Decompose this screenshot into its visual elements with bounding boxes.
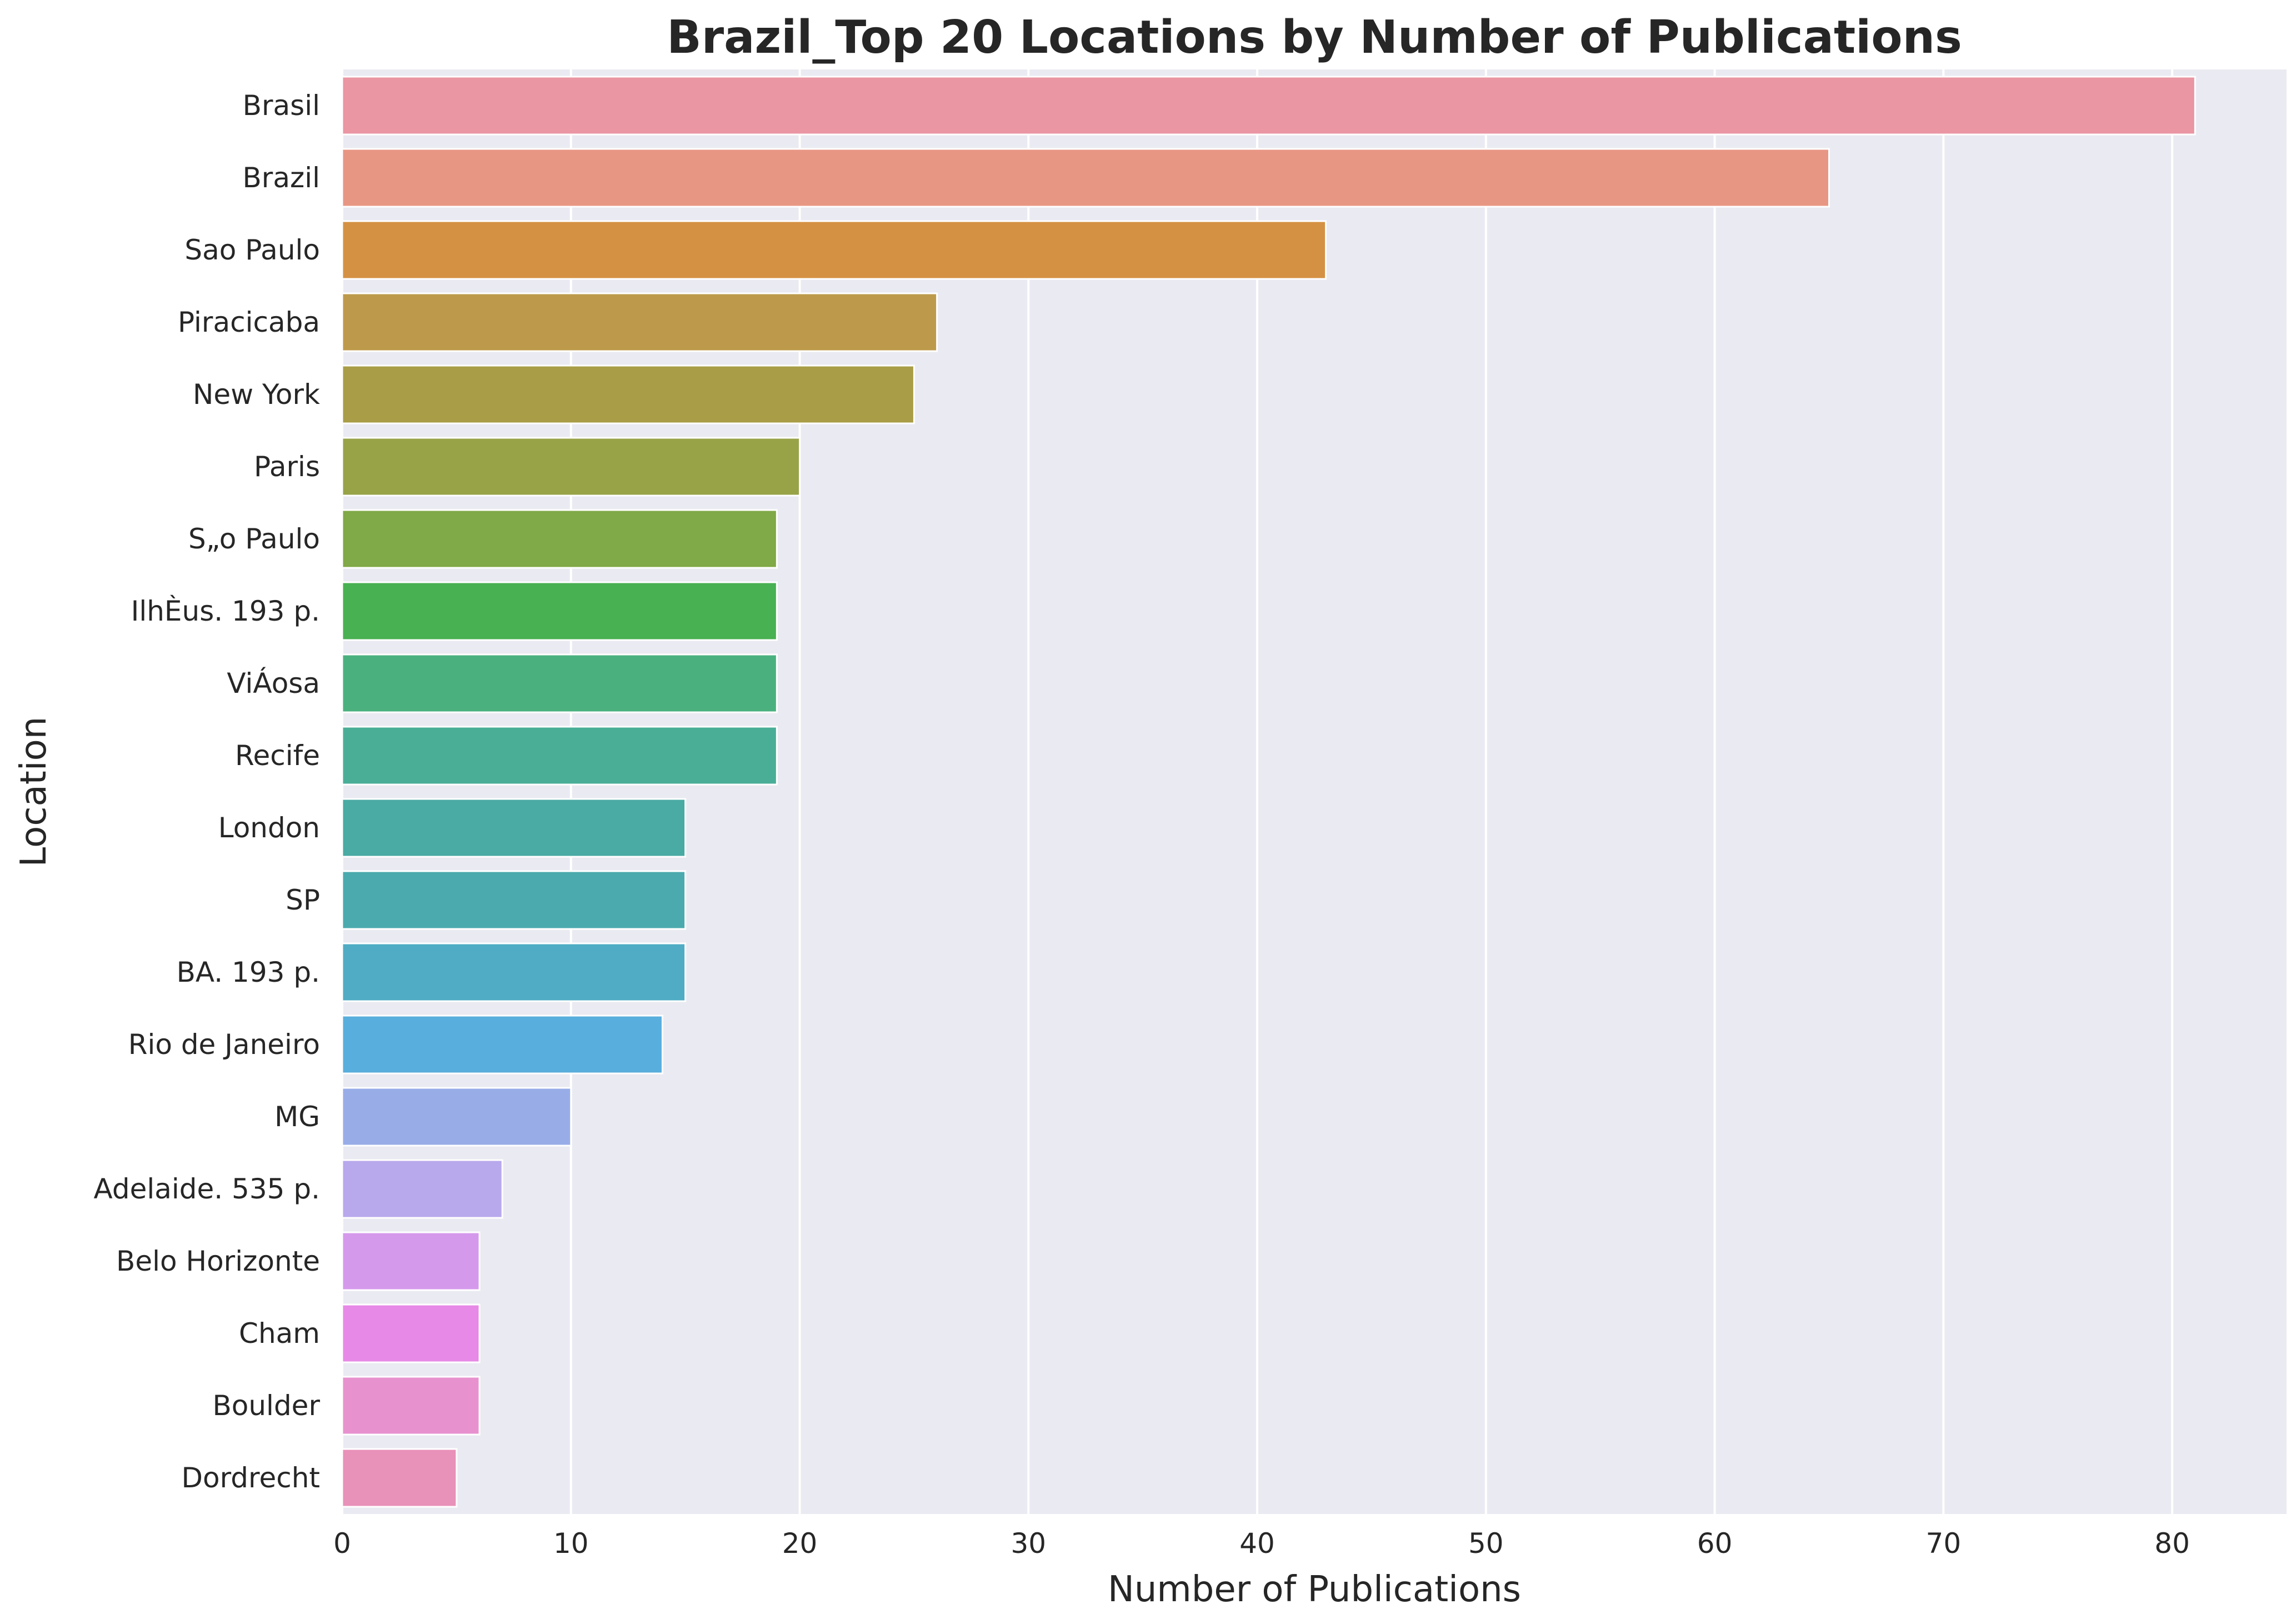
y-tick-label: Rio de Janeiro: [128, 1028, 320, 1061]
bar: [341, 870, 687, 930]
x-axis-ticks: 0 10 20 30 40 50 60 70 80: [333, 1527, 2190, 1560]
y-tick-label: Paris: [254, 451, 320, 483]
bar: [341, 1015, 663, 1075]
bar: [341, 1087, 572, 1147]
bar: [341, 364, 915, 424]
bar: [341, 509, 778, 569]
x-tick-label: 0: [333, 1527, 351, 1560]
y-tick-label: Recife: [235, 739, 320, 772]
bar: [341, 1159, 503, 1219]
bar: [341, 1303, 481, 1363]
y-tick-label: Brasil: [243, 89, 320, 122]
y-tick-label: Cham: [239, 1317, 320, 1350]
y-tick-label: London: [218, 812, 320, 844]
chart-title: Brazil_Top 20 Locations by Number of Pub…: [667, 11, 1962, 64]
y-tick-label: IlhÈus. 193 p.: [131, 594, 320, 627]
y-tick-label: BA. 193 p.: [177, 956, 320, 988]
bar: [341, 220, 1327, 280]
y-tick-label: S„o Paulo: [188, 523, 320, 555]
bar: [341, 1448, 458, 1508]
y-tick-label: Boulder: [212, 1390, 320, 1422]
bar: [341, 653, 778, 713]
x-tick-label: 80: [2154, 1527, 2190, 1560]
x-axis-label: Number of Publications: [1108, 1569, 1521, 1610]
x-tick-label: 70: [1926, 1527, 1962, 1560]
x-tick-label: 20: [782, 1527, 818, 1560]
y-tick-label: ViÁosa: [227, 667, 320, 699]
y-tick-label: Belo Horizonte: [116, 1245, 320, 1277]
bar: [341, 581, 778, 641]
y-tick-label: Adelaide. 535 p.: [94, 1173, 321, 1205]
bar: [341, 148, 1830, 208]
bar: [341, 726, 778, 786]
bar: [341, 1376, 481, 1436]
y-tick-label: SP: [286, 884, 320, 916]
y-tick-label: Dordrecht: [181, 1462, 320, 1494]
y-tick-label: MG: [274, 1101, 320, 1133]
bar: [341, 76, 2196, 136]
y-axis-ticks: Brasil Brazil Sao Paulo Piracicaba New York P…: [94, 89, 321, 1494]
x-tick-label: 50: [1468, 1527, 1504, 1560]
bar: [341, 942, 687, 1002]
plot-area: [342, 69, 2287, 1514]
x-tick-label: 60: [1697, 1527, 1733, 1560]
x-tick-label: 10: [553, 1527, 589, 1560]
bar: [341, 1231, 481, 1291]
bars: [341, 76, 2196, 1508]
y-tick-label: New York: [193, 378, 320, 411]
y-axis-label: Location: [13, 717, 54, 867]
x-tick-label: 30: [1011, 1527, 1046, 1560]
y-tick-label: Piracicaba: [178, 306, 320, 338]
y-tick-label: Brazil: [242, 162, 320, 194]
bar: [341, 292, 938, 352]
bar: [341, 798, 687, 858]
bar: [341, 437, 801, 497]
y-tick-label: Sao Paulo: [184, 234, 320, 266]
x-tick-label: 40: [1239, 1527, 1275, 1560]
